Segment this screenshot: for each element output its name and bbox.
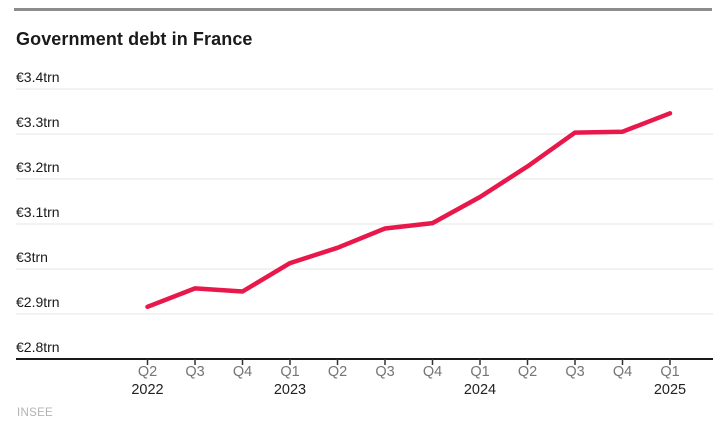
y-axis-label: €3.2trn <box>16 159 60 175</box>
quarter-label: Q3 <box>375 364 394 380</box>
y-axis-label: €3.1trn <box>16 204 60 220</box>
quarter-label: Q3 <box>185 364 204 380</box>
quarter-label: Q2 <box>518 364 537 380</box>
quarter-label: Q1 <box>280 364 299 380</box>
year-label: 2024 <box>464 382 496 398</box>
quarter-label: Q4 <box>423 364 442 380</box>
source-note: INSEE <box>17 407 54 419</box>
year-label: 2022 <box>131 382 163 398</box>
y-axis-label: €3.4trn <box>16 69 60 85</box>
quarter-label: Q2 <box>138 364 157 380</box>
quarter-label: Q4 <box>233 364 252 380</box>
y-axis-label: €2.9trn <box>16 294 60 310</box>
year-label: 2023 <box>274 382 306 398</box>
quarter-label: Q1 <box>470 364 489 380</box>
top-rule <box>14 8 712 11</box>
chart-title: Government debt in France <box>16 29 253 49</box>
quarter-label: Q2 <box>328 364 347 380</box>
quarter-label: Q3 <box>565 364 584 380</box>
y-axis-label: €3.3trn <box>16 114 60 130</box>
y-axis-label: €2.8trn <box>16 339 60 355</box>
debt-line-series <box>145 111 673 310</box>
quarter-label: Q4 <box>613 364 632 380</box>
year-label: 2025 <box>654 382 686 398</box>
quarter-label: Q1 <box>660 364 679 380</box>
y-axis-label: €3trn <box>16 249 48 265</box>
